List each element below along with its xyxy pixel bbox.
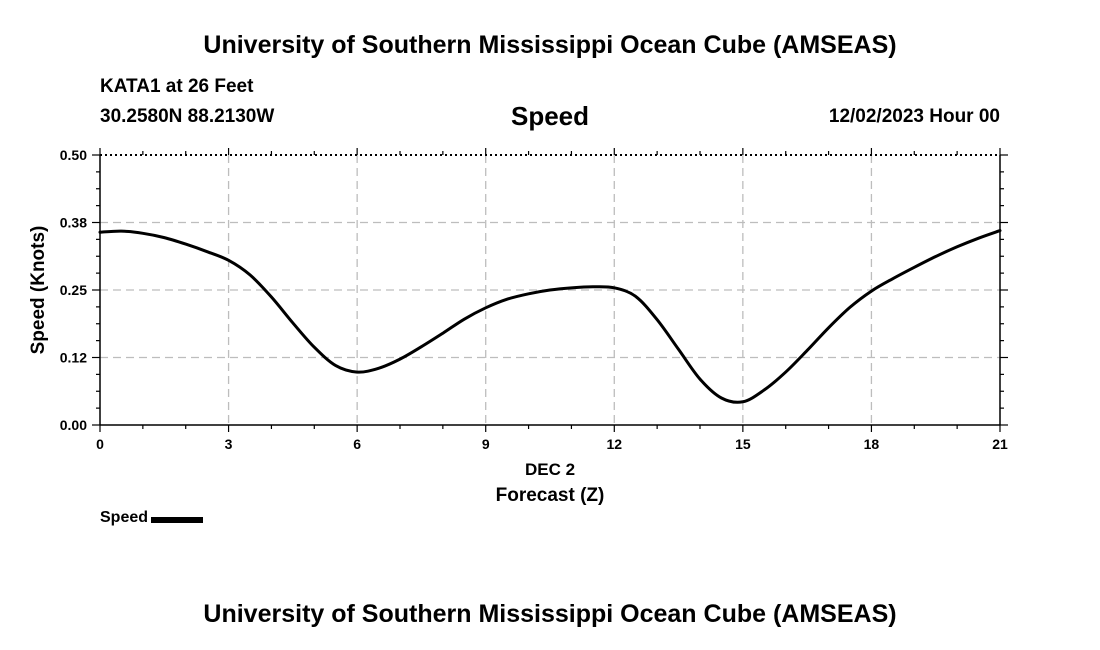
chart-title: Speed — [510, 101, 590, 131]
legend: Speed — [100, 509, 204, 527]
y-tick-label: 0.25 — [60, 282, 87, 298]
x-tick-label: 12 — [606, 436, 622, 452]
y-tick-label: 0.38 — [60, 215, 87, 231]
y-tick-label: 0.00 — [60, 417, 87, 433]
x-tick-label: 15 — [735, 436, 751, 452]
forecast-datetime: 12/02/2023 Hour 00 — [828, 106, 1000, 127]
legend-swatch — [151, 516, 204, 523]
x-tick-label: 0 — [96, 436, 104, 452]
x-tick-label: 9 — [482, 436, 490, 452]
legend-label: Speed — [100, 509, 149, 526]
x-tick-label: 21 — [992, 436, 1008, 452]
x-tick-label: 3 — [225, 436, 233, 452]
y-tick-label: 0.50 — [60, 147, 87, 163]
x-tick-label: 6 — [353, 436, 361, 452]
ticks: 0 3 6 9 12 15 18 21 0.00 0.12 0.25 0.38 0.50 — [60, 147, 1008, 452]
coordinates-label: 30.2580N 88.2130W — [100, 106, 275, 127]
page-title: University of Southern Mississippi Ocean… — [203, 31, 897, 59]
x-axis-date-label: DEC 2 — [525, 460, 575, 479]
x-axis-label: Forecast (Z) — [496, 485, 605, 506]
x-tick-label: 18 — [864, 436, 880, 452]
y-tick-label: 0.12 — [60, 350, 87, 366]
series-line-speed — [98, 229, 1002, 404]
station-label: KATA1 at 26 Feet — [100, 76, 254, 97]
footer-title: University of Southern Mississippi Ocean… — [203, 600, 897, 628]
series — [98, 229, 1002, 404]
y-axis-label: Speed (Knots) — [28, 226, 49, 355]
